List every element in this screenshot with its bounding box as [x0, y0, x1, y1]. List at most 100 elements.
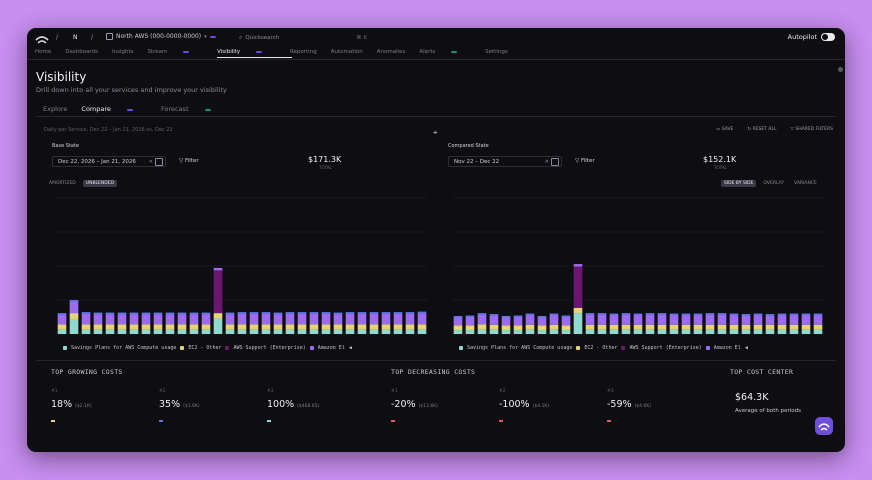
bar-segment[interactable] [501, 317, 511, 326]
bar-segment[interactable] [525, 329, 535, 334]
pill-variance[interactable]: VARIANCE [794, 181, 817, 186]
decreasing-card[interactable]: -59% ($4.6K) [607, 399, 652, 410]
bar-segment[interactable] [633, 329, 643, 334]
reset-all-button[interactable]: ↻ RESET ALL [747, 127, 777, 132]
bar-segment[interactable] [801, 324, 811, 330]
bar-segment[interactable] [609, 315, 619, 325]
bar-segment[interactable] [597, 329, 607, 334]
bar-segment[interactable] [789, 315, 799, 325]
bar-segment[interactable] [681, 324, 691, 330]
tab-explore[interactable]: Explore [43, 105, 68, 113]
bar-segment[interactable] [405, 324, 415, 330]
nav-stream[interactable]: Stream [147, 49, 203, 55]
bar-segment[interactable] [297, 324, 307, 330]
decreasing-card[interactable]: -100% ($4.1K) [499, 399, 550, 410]
bar-segment[interactable] [237, 324, 247, 330]
legend-item[interactable]: EC2 - Other [584, 345, 618, 351]
legend-item[interactable]: Savings Plans for AWS Compute usage [467, 345, 573, 351]
bar-segment[interactable] [465, 330, 475, 334]
bar-segment[interactable] [285, 329, 295, 334]
bar-segment[interactable] [477, 314, 487, 325]
bar-segment[interactable] [465, 325, 475, 331]
legend-prev-icon[interactable]: ◀ [348, 345, 352, 351]
bar-segment[interactable] [189, 329, 199, 334]
bar-segment[interactable] [561, 330, 571, 334]
bar-segment[interactable] [621, 314, 631, 325]
bar-segment[interactable] [381, 329, 391, 334]
bar-segment[interactable] [525, 324, 535, 330]
bar-segment[interactable] [453, 330, 463, 334]
bar-segment[interactable] [69, 318, 79, 334]
bar-segment[interactable] [261, 324, 271, 330]
bar-segment[interactable] [237, 313, 247, 325]
bar-segment[interactable] [129, 314, 139, 325]
bar-segment[interactable] [333, 314, 343, 325]
bar-segment[interactable] [729, 315, 739, 325]
bar-segment[interactable] [573, 307, 583, 314]
bar-segment[interactable] [369, 313, 379, 325]
base-date-picker[interactable]: Dec 22, 2026 – Jan 21, 2026 ✕ [52, 156, 166, 167]
bar-segment[interactable] [537, 317, 547, 326]
bar-segment[interactable] [261, 313, 271, 325]
bar-segment[interactable] [141, 329, 151, 334]
bar-segment[interactable] [765, 315, 775, 325]
bar-segment[interactable] [801, 315, 811, 325]
bar-segment[interactable] [813, 324, 823, 330]
calendar-icon[interactable] [551, 157, 559, 166]
bar-segment[interactable] [585, 324, 595, 330]
bar-segment[interactable] [81, 313, 91, 325]
bar-segment[interactable] [285, 324, 295, 330]
legend-item[interactable]: Amazon El [713, 345, 741, 351]
bar-segment[interactable] [585, 329, 595, 334]
bar-segment[interactable] [141, 324, 151, 330]
nav-visibility[interactable]: Visibility [217, 49, 292, 58]
bar-segment[interactable] [345, 329, 355, 334]
bar-segment[interactable] [357, 329, 367, 334]
bar-segment[interactable] [513, 325, 523, 331]
bar-segment[interactable] [777, 329, 787, 334]
bar-segment[interactable] [57, 329, 67, 334]
bar-segment[interactable] [681, 329, 691, 334]
nav-settings[interactable]: Settings [485, 49, 508, 55]
bar-segment[interactable] [777, 315, 787, 325]
bar-segment[interactable] [789, 324, 799, 330]
bar-segment[interactable] [201, 329, 211, 334]
bar-segment[interactable] [237, 329, 247, 334]
bar-segment[interactable] [273, 324, 283, 330]
autopilot-toggle[interactable] [821, 33, 835, 41]
bar-segment[interactable] [549, 324, 559, 330]
bar-segment[interactable] [333, 324, 343, 330]
bar-segment[interactable] [477, 324, 487, 330]
bar-segment[interactable] [657, 314, 667, 325]
pill-side-by-side[interactable]: SIDE BY SIDE [721, 180, 757, 187]
account-selector[interactable]: North AWS (000-0000-0000) ▾ [106, 33, 216, 40]
bar-segment[interactable] [105, 329, 115, 334]
bar-segment[interactable] [489, 329, 499, 334]
bar-segment[interactable] [453, 317, 463, 326]
bar-segment[interactable] [741, 324, 751, 330]
clear-icon[interactable]: ✕ [544, 158, 549, 165]
bar-segment[interactable] [573, 313, 583, 334]
scroll-indicator[interactable] [838, 67, 843, 72]
bar-segment[interactable] [357, 324, 367, 330]
autopilot-control[interactable]: Autopilot [788, 33, 835, 41]
pill-overlay[interactable]: OVERLAY [763, 181, 785, 186]
bar-segment[interactable] [177, 329, 187, 334]
legend-item[interactable]: Amazon El [317, 345, 345, 351]
bar-segment[interactable] [321, 324, 331, 330]
bar-segment[interactable] [513, 317, 523, 326]
bar-segment[interactable] [669, 329, 679, 334]
bar-segment[interactable] [69, 313, 79, 319]
bar-segment[interactable] [561, 317, 571, 326]
base-state-chart[interactable] [44, 194, 432, 340]
bar-segment[interactable] [717, 324, 727, 330]
bar-segment[interactable] [225, 324, 235, 330]
bar-segment[interactable] [453, 325, 463, 331]
bar-segment[interactable] [705, 324, 715, 330]
compared-state-chart[interactable] [440, 194, 828, 340]
bar-segment[interactable] [621, 324, 631, 330]
bar-segment[interactable] [225, 314, 235, 325]
legend-item[interactable]: AWS Support (Enterprise) [629, 345, 702, 351]
bar-segment[interactable] [405, 313, 415, 325]
bar-segment[interactable] [345, 324, 355, 330]
